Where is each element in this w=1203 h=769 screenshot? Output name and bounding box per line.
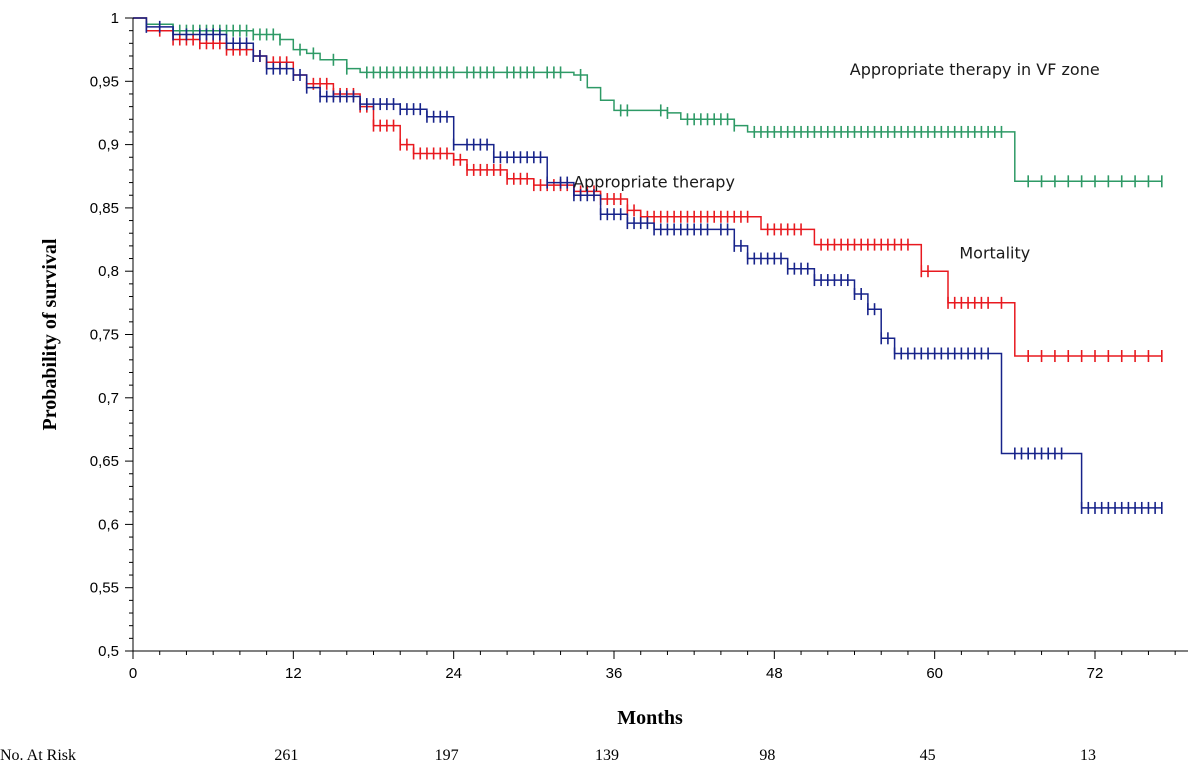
x-axis-ticks: 0 12 24 36 48 60 72 [129,651,1176,682]
series-2 [133,17,1163,514]
x-tick-label: 12 [285,665,302,682]
at-risk-label: No. At Risk [0,747,76,764]
at-risk-table: No. At Risk 261 197 139 98 45 13 [0,747,1096,764]
series-name-label: Mortality [959,244,1030,263]
x-tick-label: 24 [445,665,462,682]
y-tick-label: 0,65 [90,453,119,470]
x-axis-title: Months [617,707,683,729]
x-tick-label: 36 [606,665,623,682]
y-axis-ticks: 0,5 0,55 0,6 0,65 0,7 0,75 0,8 0,85 0,9 0,95 1 [90,10,133,660]
x-tick-label: 60 [926,665,943,682]
y-axis-title: Probability of survival [39,238,61,430]
series-0 [133,17,1163,188]
x-tick-label: 0 [129,665,137,682]
x-tick-label: 72 [1087,665,1104,682]
axes-layer: 0 12 24 36 48 60 72 0,50,550,60,650,70,750,80,… [90,10,1188,682]
y-tick-label: 0,5 [98,643,119,660]
at-risk-value: 139 [595,747,619,764]
y-tick-label: 0,9 [98,137,119,154]
y-tick-label: 1 [111,10,119,27]
at-risk-value: 261 [274,747,298,764]
series-labels: Appropriate therapy in VF zone Appropriat… [573,60,1099,263]
y-tick-label: 0,95 [90,73,119,90]
at-risk-value: 98 [759,747,775,764]
series-name-label: Appropriate therapy [573,173,735,192]
at-risk-value: 197 [435,747,459,764]
survival-curve-line [133,17,1162,183]
y-tick-label: 0,7 [98,390,119,407]
x-tick-label: 48 [766,665,783,682]
at-risk-value: 13 [1080,747,1096,764]
y-tick-label: 0,6 [98,516,119,533]
y-tick-label: 0,55 [90,580,119,597]
y-tick-label: 0,75 [90,327,119,344]
series-name-label: Appropriate therapy in VF zone [850,60,1100,79]
at-risk-value: 45 [920,747,936,764]
y-tick-label: 0,8 [98,263,119,280]
y-tick-label: 0,85 [90,200,119,217]
survival-curve-line [133,17,1162,509]
series-layer [133,17,1163,514]
